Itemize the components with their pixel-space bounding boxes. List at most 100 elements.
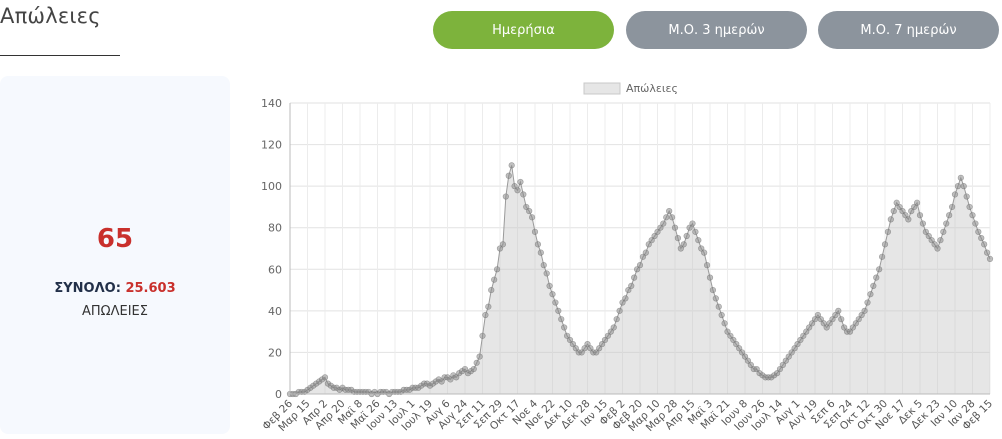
data-point — [788, 349, 795, 356]
data-point — [916, 212, 924, 219]
data-point — [633, 266, 641, 273]
data-point — [960, 183, 967, 190]
data-point — [537, 249, 544, 256]
data-point — [908, 207, 915, 215]
data-point — [951, 191, 959, 198]
data-point — [779, 361, 787, 369]
data-point — [517, 178, 524, 186]
data-point — [514, 187, 521, 194]
data-point — [479, 332, 486, 339]
data-point — [683, 232, 690, 240]
data-point — [648, 237, 655, 244]
data-point — [476, 353, 483, 360]
data-point — [698, 245, 705, 252]
tab-7day-average[interactable]: Μ.Ο. 7 ημερών — [818, 11, 999, 49]
data-point — [321, 374, 329, 381]
data-point — [563, 332, 571, 339]
data-point — [491, 276, 498, 283]
data-point — [896, 203, 903, 211]
data-point — [453, 374, 460, 381]
data-point — [814, 311, 822, 319]
data-point — [718, 311, 725, 319]
data-point — [601, 336, 609, 344]
data-point — [645, 241, 652, 248]
data-point — [861, 307, 868, 314]
data-point — [884, 228, 892, 235]
total-value: 25.603 — [125, 281, 176, 296]
legend-swatch — [583, 82, 621, 95]
data-point — [709, 286, 717, 294]
data-point — [981, 241, 988, 248]
data-point — [470, 365, 477, 373]
data-point — [654, 228, 661, 235]
data-point — [835, 307, 842, 314]
data-point — [738, 349, 746, 356]
tab-daily[interactable]: Ημερήσια — [433, 11, 614, 49]
data-point — [593, 349, 600, 356]
data-point — [966, 203, 973, 211]
summary-unit-label: ΑΠΩΛΕΙΕΣ — [82, 304, 148, 319]
data-point — [561, 324, 568, 331]
data-point — [937, 237, 944, 244]
data-point — [983, 249, 991, 256]
data-point — [744, 357, 752, 364]
data-point — [482, 311, 489, 319]
data-point — [715, 303, 722, 310]
data-point — [940, 228, 947, 235]
data-point — [747, 361, 754, 369]
data-point — [806, 324, 813, 331]
data-point — [505, 172, 512, 179]
data-point — [948, 203, 956, 211]
data-point — [613, 316, 620, 323]
data-point — [461, 365, 469, 373]
data-point — [943, 220, 950, 227]
data-point — [660, 220, 667, 227]
data-point — [526, 207, 533, 215]
data-point — [663, 214, 670, 221]
series-area — [290, 165, 990, 394]
data-point — [604, 332, 612, 339]
summary-card: 65 ΣΥΝΟΛΟ: 25.603 ΑΠΩΛΕΙΕΣ — [0, 76, 230, 434]
data-point — [674, 235, 682, 242]
data-point — [680, 241, 687, 248]
data-point — [628, 282, 635, 290]
data-point — [858, 311, 865, 319]
y-tick-label: 80 — [268, 222, 282, 235]
data-point — [622, 295, 629, 302]
data-point — [803, 328, 810, 335]
total-deaths: ΣΥΝΟΛΟ: 25.603 — [0, 281, 230, 296]
data-point — [473, 359, 480, 366]
data-point — [485, 303, 492, 310]
data-point — [808, 320, 816, 327]
data-point — [730, 336, 737, 344]
data-point — [631, 274, 638, 281]
data-point — [671, 224, 679, 231]
data-point — [552, 299, 559, 306]
data-point — [864, 299, 871, 306]
data-point — [523, 203, 530, 211]
y-tick-label: 60 — [268, 263, 282, 276]
data-point — [841, 324, 848, 331]
data-point — [642, 249, 649, 256]
data-point — [706, 274, 714, 281]
data-point — [934, 245, 941, 252]
data-point — [978, 235, 985, 242]
data-point — [607, 328, 614, 335]
data-point — [596, 345, 603, 352]
data-point — [584, 341, 591, 348]
y-tick-label: 140 — [261, 97, 282, 110]
data-point — [540, 262, 547, 269]
data-point — [878, 253, 886, 260]
data-point — [794, 341, 801, 348]
page-title: Απώλειες — [0, 4, 101, 28]
title-underline — [0, 55, 120, 56]
data-point — [666, 207, 673, 215]
data-point — [890, 207, 897, 215]
data-point — [893, 199, 900, 206]
data-point — [703, 262, 711, 269]
data-point — [502, 193, 509, 200]
tab-3day-average[interactable]: Μ.Ο. 3 ημερών — [626, 11, 807, 49]
data-point — [636, 262, 644, 269]
data-point — [826, 320, 833, 327]
